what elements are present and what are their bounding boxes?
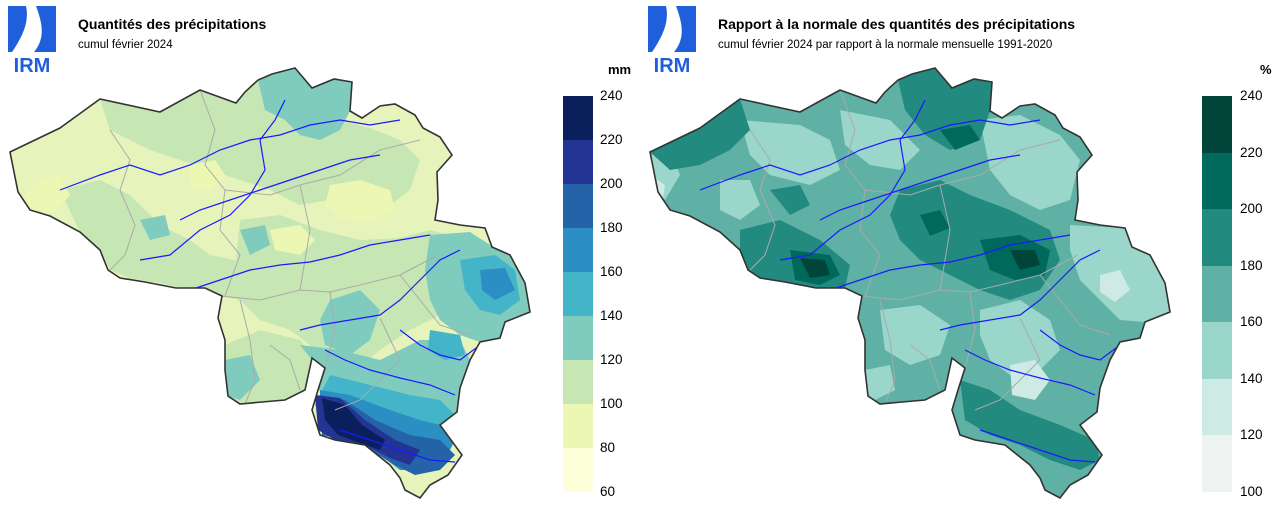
colorbar-bin bbox=[1202, 209, 1232, 266]
precipitation-ratio-map bbox=[649, 67, 1171, 499]
logo-text: IRM bbox=[14, 55, 51, 74]
colorbar-tick-label: 240 bbox=[1240, 88, 1263, 103]
colorbar-bin bbox=[563, 272, 593, 316]
colorbar-tick-label: 80 bbox=[600, 440, 616, 455]
irm-logo: IRM bbox=[648, 6, 696, 74]
colorbar-bin bbox=[563, 228, 593, 272]
colorbar-bin bbox=[563, 96, 593, 140]
colorbar-tick-label: 140 bbox=[600, 308, 623, 323]
irm-logo: IRM bbox=[8, 6, 56, 74]
colorbar-bin bbox=[1202, 378, 1232, 436]
map-subtitle: cumul février 2024 par rapport à la norm… bbox=[718, 39, 1053, 51]
precipitation-amount-map bbox=[9, 67, 531, 499]
colorbar-tick-label: 120 bbox=[1240, 427, 1263, 443]
colorbar-tick-label: 220 bbox=[600, 132, 623, 147]
colorbar-bin bbox=[563, 404, 593, 448]
map-title: Quantités des précipitations bbox=[78, 16, 267, 32]
colorbar-tick-label: 180 bbox=[1240, 257, 1263, 273]
colorbar-tick-label: 200 bbox=[1240, 201, 1263, 217]
colorbar-bin bbox=[563, 360, 593, 404]
colorbar-bin bbox=[1202, 96, 1232, 153]
colorbar-tick-label: 160 bbox=[600, 264, 623, 279]
colorbar-bin bbox=[563, 316, 593, 360]
colorbar-tick-label: 180 bbox=[600, 220, 623, 235]
legend-unit: mm bbox=[608, 62, 632, 77]
colorbar-bin bbox=[563, 184, 593, 228]
precip-amount-panel: IRM Quantités des précipitations cumul f… bbox=[8, 6, 632, 499]
colorbar-tick-label: 140 bbox=[1240, 370, 1263, 386]
precip-ratio-panel: IRM Rapport à la normale des quantités d… bbox=[640, 0, 1280, 507]
colorbar-tick-label: 120 bbox=[600, 352, 623, 367]
colorbar-bin bbox=[1202, 322, 1232, 379]
colorbar-tick-label: 220 bbox=[1240, 144, 1263, 160]
colorbar-tick-label: 100 bbox=[600, 396, 623, 411]
legend-unit: % bbox=[1260, 62, 1272, 77]
map-subtitle: cumul février 2024 bbox=[78, 39, 173, 51]
colorbar-tick-label: 240 bbox=[600, 88, 623, 103]
colorbar-bin bbox=[1202, 152, 1232, 210]
colorbar-tick-label: 60 bbox=[600, 484, 616, 499]
map-title: Rapport à la normale des quantités des p… bbox=[718, 16, 1076, 32]
colorbar-bin bbox=[1202, 265, 1232, 323]
colorbar-tick-label: 160 bbox=[1240, 314, 1263, 330]
colorbar-bin bbox=[563, 448, 593, 492]
colorbar-bin bbox=[563, 140, 593, 184]
colorbar-bin bbox=[1202, 435, 1232, 492]
colorbar-tick-label: 100 bbox=[1240, 484, 1263, 499]
logo-text: IRM bbox=[654, 55, 691, 74]
colorbar-tick-label: 200 bbox=[600, 176, 623, 191]
